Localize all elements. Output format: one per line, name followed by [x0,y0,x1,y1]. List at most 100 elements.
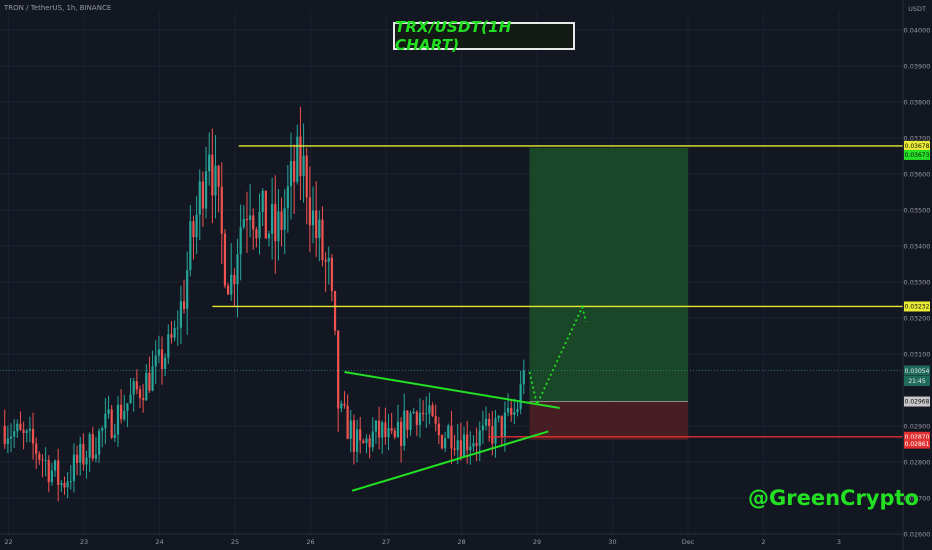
projection-path[interactable] [528,304,587,408]
candle-body [459,440,462,458]
time-tick-label: Dec [682,538,695,546]
candle-body [368,438,371,448]
candle-body [98,430,101,455]
brand-watermark: @GreenCrypto [748,486,919,510]
candle-body [506,407,510,413]
candle-body [450,425,453,449]
candle-body [283,208,286,230]
candle-body [35,443,38,454]
candle-body [475,443,478,446]
candle-body [223,233,227,286]
profit-zone[interactable] [529,147,688,402]
candle-body [91,434,94,459]
triangle-upper-trendline[interactable] [344,371,560,409]
candle-body [299,136,302,177]
horizontal-lines[interactable] [212,145,903,438]
time-tick-label: 27 [382,538,390,546]
symmetrical-triangle[interactable] [344,371,560,492]
candle-body [53,460,57,471]
candle-body [377,420,381,438]
candle-body [94,454,98,459]
candle-body [484,418,488,426]
candle-body [497,415,500,419]
candle-body [249,215,252,221]
candle-body [145,372,148,401]
candle-body [6,438,9,444]
candle-body [198,181,201,215]
candle-body [252,215,255,230]
candle-body [352,420,356,452]
candle-body [116,404,120,435]
candle-body [522,370,525,385]
candle-body [25,430,28,433]
candle-body [519,384,522,409]
candle-body [315,210,318,239]
price-tag-label: 0.03678 [905,143,930,150]
time-tick-label: 26 [306,538,314,546]
price-tick-label: 0.02700 [904,495,931,503]
candle-body [226,285,230,295]
candle-body [135,381,138,390]
candle-body [230,274,233,295]
candle-body [437,423,440,436]
candle-body [44,460,47,461]
candle-body [422,412,425,415]
candle-body [126,403,129,411]
time-axis[interactable]: 22 23 24 25 26 27 28 29 30 Dec 2 3 [0,533,903,546]
candle-body [453,448,456,451]
candle-body [233,274,236,285]
time-tick-label: 28 [457,538,465,546]
candle-body [239,227,242,255]
candle-body [123,410,126,420]
candle-body [88,434,91,458]
candle-body [47,460,50,483]
candle-body [110,409,113,438]
candle-body [503,412,507,437]
candle-body [431,405,434,417]
symbol-info: TRON / TetherUS, 1h, BINANCE [4,4,112,12]
candle-body [41,459,44,461]
candle-body [192,221,195,238]
candle-body [57,460,60,485]
candle-body [258,212,261,239]
candle-body [142,397,145,401]
candle-body [355,429,359,452]
candle-body [186,270,189,309]
candle-body [311,210,315,226]
candle-body [305,155,308,198]
price-tag [904,438,930,449]
candle-body [211,154,214,196]
candle-body [462,434,466,458]
long-position-tool[interactable] [529,147,688,441]
candle-body [513,412,516,415]
candle-body [371,431,374,448]
price-tag-label: 0.02861 [905,441,930,448]
candle-body [201,181,205,209]
price-tag [904,149,930,160]
price-tag [904,301,930,312]
price-tick-label: 0.03200 [904,315,931,323]
candle-body [75,454,79,464]
projected-path[interactable] [528,304,587,408]
candle-body [425,413,428,415]
candle-body [456,440,459,451]
candle-body [469,446,472,451]
candle-body [289,161,293,187]
price-tag [904,376,930,386]
candle-body [120,404,123,420]
candle-body [412,411,415,414]
candle-body [132,381,135,395]
candle-body [107,409,110,414]
candle-body [170,334,173,338]
price-tick-label: 0.03500 [904,207,931,215]
triangle-lower-trendline[interactable] [351,430,549,492]
price-axis[interactable]: USDT0.040000.039000.038000.037000.036000… [902,0,931,550]
candle-body [214,165,217,196]
candle-body [478,430,481,446]
candle-body [255,229,258,239]
price-tag-label: 0.03232 [905,304,930,311]
candle-body [318,219,321,239]
price-tick-label: 0.03900 [904,63,931,71]
price-tick-label: 0.03700 [904,135,931,143]
